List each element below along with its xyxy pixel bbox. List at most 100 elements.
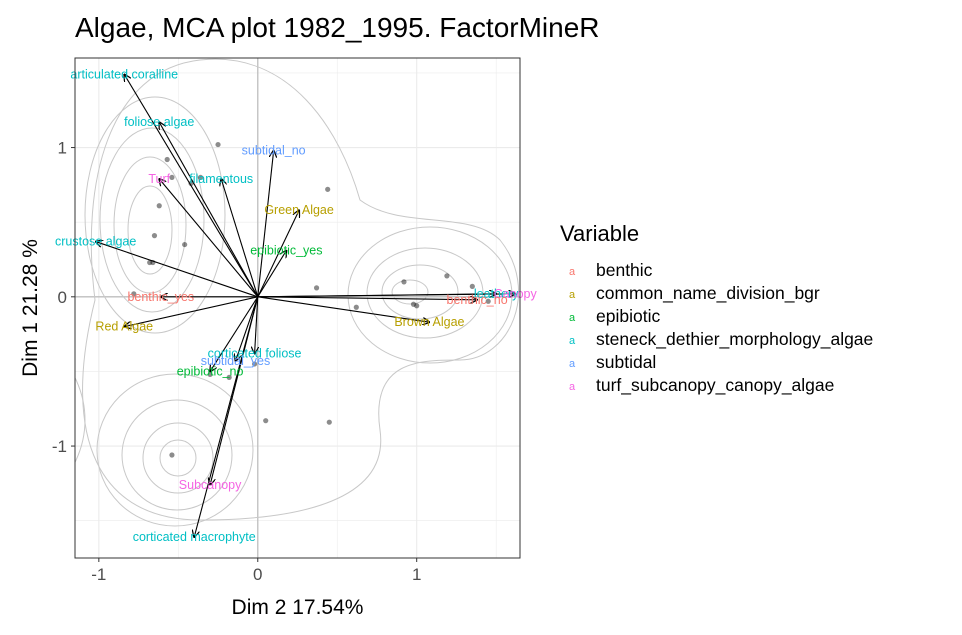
y-tick-label: 1 xyxy=(58,139,67,158)
contour-ring xyxy=(159,439,197,477)
x-tick-label: 0 xyxy=(253,565,262,584)
variable-arrow xyxy=(96,242,258,298)
legend-key: a xyxy=(569,335,576,347)
observation-point xyxy=(188,180,194,186)
variable-arrow xyxy=(159,179,259,298)
y-axis-title: Dim 1 21.28 % xyxy=(19,239,42,377)
variable-arrow xyxy=(236,296,259,361)
observation-point xyxy=(410,301,417,307)
contour-ring xyxy=(75,376,86,464)
variable-arrow xyxy=(159,122,259,298)
x-axis: -1 0 1 xyxy=(91,558,421,584)
legend-title: Variable xyxy=(560,221,639,246)
observation-point xyxy=(164,156,170,163)
legend-key: a xyxy=(569,312,576,324)
variable-label: subtidal_yes xyxy=(201,354,271,368)
contour-ring xyxy=(113,156,187,294)
variable-label: benthic_no xyxy=(447,293,508,307)
observation-point xyxy=(131,291,137,297)
contour-ring xyxy=(366,247,484,339)
legend-key: a xyxy=(569,381,576,393)
x-tick-label: -1 xyxy=(91,565,106,584)
observation-point xyxy=(215,141,221,148)
legend-item-label: steneck_dethier_morphology_algae xyxy=(596,329,873,350)
x-axis-title: Dim 2 17.54% xyxy=(232,596,364,619)
variable-arrows xyxy=(96,74,516,537)
variable-arrow xyxy=(257,151,274,297)
observation-point xyxy=(197,174,204,181)
contour-ring xyxy=(99,127,205,313)
legend-key: a xyxy=(569,266,576,278)
variable-label: leathery xyxy=(474,287,519,301)
legend-item-label: benthic xyxy=(596,260,653,280)
variable-label: epibiotic_no xyxy=(177,364,244,378)
x-tick-label: 1 xyxy=(412,565,421,584)
variable-arrow xyxy=(124,74,259,298)
variable-arrow xyxy=(257,297,477,300)
contour-ring xyxy=(127,185,173,275)
variable-label: epibiotic_yes xyxy=(250,244,322,258)
variable-label: Green Algae xyxy=(264,203,334,217)
legend: Variable a benthic a common_name_division_b… xyxy=(560,221,873,396)
observation-point xyxy=(469,283,475,289)
legend-item-label: turf_subcanopy_canopy_algae xyxy=(596,375,834,396)
observation-point xyxy=(156,203,162,209)
variable-label: foliose algae xyxy=(124,115,194,129)
variable-label: Red Algae xyxy=(95,320,153,334)
variable-label: articulated coralline xyxy=(70,67,178,81)
variable-label: Brown Algae xyxy=(394,315,464,329)
chart-title: Algae, MCA plot 1982_1995. FactorMineR xyxy=(75,12,600,43)
observation-point xyxy=(326,419,332,425)
variable-arrow xyxy=(124,296,258,327)
y-axis: -1 0 1 xyxy=(52,139,75,456)
contour-ring xyxy=(96,373,254,527)
variable-arrow xyxy=(210,296,259,372)
observation-point xyxy=(325,186,331,192)
variable-label: Subcanopy xyxy=(179,478,242,492)
observation-point xyxy=(485,298,491,304)
legend-item-label: epibiotic xyxy=(596,306,660,326)
variable-arrow xyxy=(257,294,515,297)
variable-label: corticated macrophyte xyxy=(133,530,256,544)
contour-envelope xyxy=(82,58,519,521)
plot-panel xyxy=(75,58,520,558)
variable-label: subtidal_no xyxy=(242,144,306,158)
variable-label: filamentous xyxy=(189,172,253,186)
contour-ring xyxy=(84,96,226,334)
variable-arrow xyxy=(255,296,258,354)
density-contours xyxy=(75,58,519,527)
legend-item-label: subtidal xyxy=(596,352,656,372)
contour-ring xyxy=(142,422,214,494)
observation-point xyxy=(169,452,175,458)
variable-label: corticated foliose xyxy=(208,347,302,361)
observation-point xyxy=(151,233,158,239)
contour-ring xyxy=(391,279,429,305)
panel-border xyxy=(74,57,521,559)
observation-point xyxy=(226,374,232,381)
legend-key: a xyxy=(569,289,576,301)
observation-point xyxy=(251,361,258,367)
variable-labels: articulated coralline foliose algae subtid… xyxy=(55,67,538,544)
observation-point xyxy=(353,304,359,310)
contour-ring xyxy=(381,264,459,320)
observation-point xyxy=(182,241,188,248)
observation-points xyxy=(131,141,491,458)
variable-label: crustose algae xyxy=(55,235,136,249)
observation-point xyxy=(401,279,407,285)
contour-ring xyxy=(121,399,233,511)
y-tick-label: 0 xyxy=(58,288,67,307)
variable-label: Turf xyxy=(148,172,170,186)
observation-point xyxy=(147,259,153,266)
legend-item-label: common_name_division_bgr xyxy=(596,283,820,304)
variable-arrow xyxy=(194,296,259,537)
legend-key: a xyxy=(569,358,576,370)
observation-point xyxy=(169,174,175,181)
variable-arrow xyxy=(257,296,430,322)
observation-point xyxy=(444,273,450,279)
y-tick-label: -1 xyxy=(52,437,67,456)
observation-point xyxy=(414,303,420,309)
variable-label: benthic_yes xyxy=(127,290,194,304)
observation-point xyxy=(263,418,269,424)
variable-arrow xyxy=(221,179,259,297)
